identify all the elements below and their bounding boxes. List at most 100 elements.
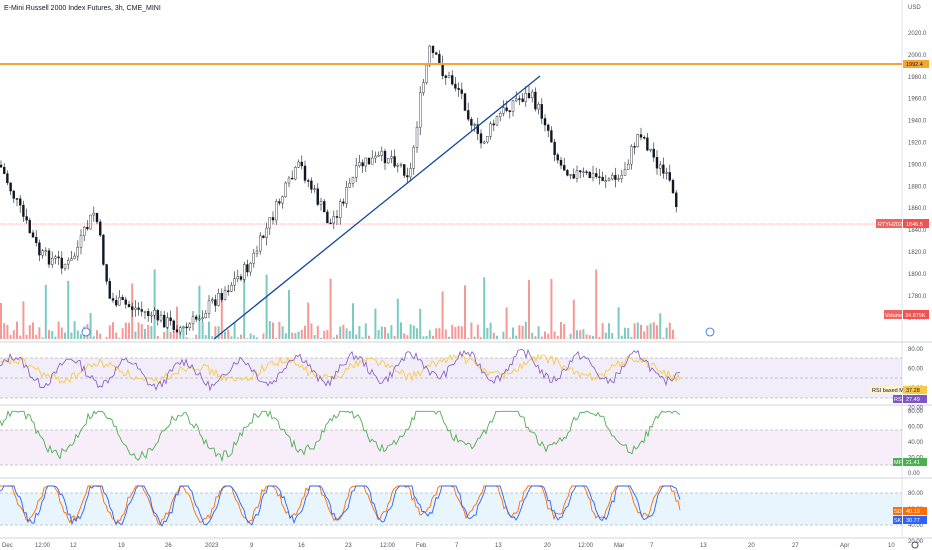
time-axis-label: 13 [700,543,707,549]
volume-bar [134,331,137,339]
volume-bar [435,328,438,339]
event-marker-icon[interactable] [81,327,91,337]
candle-body [92,212,96,216]
candle-body [236,276,240,279]
volume-bar [492,332,495,339]
candle-body [566,170,569,176]
stoch-k-line [0,485,681,527]
candle-body [259,235,262,252]
volume-bar [438,328,441,339]
candle-body [246,264,249,273]
candle-body [169,317,172,322]
candle-body [150,314,153,317]
candle-body [3,166,6,174]
volume-bar [0,303,2,339]
mfi-axis[interactable]: 80.00 60.00 40.00 20.00 0.00 [908,409,924,477]
candle-body [0,164,3,168]
candle-body [623,169,627,176]
candle-body [310,180,313,190]
candle-body [409,168,412,178]
candle-body [105,264,108,282]
candle-body [534,91,537,110]
axis-tick-label: 80.00 [908,409,924,415]
candle-body [307,180,310,182]
volume-bar [208,321,210,339]
volume-bar [528,280,530,339]
volume-bar [579,330,582,339]
volume-bar [537,326,540,339]
candle-body [108,281,112,299]
candle-body [390,156,393,159]
volume-bar [448,336,450,339]
candle-body [572,174,575,179]
candle-body [489,123,492,137]
volume-bar [310,323,313,339]
axis-tick-label: 60.00 [908,367,924,373]
gear-icon[interactable] [911,541,919,549]
candle-body [575,170,579,179]
candle-body [595,173,598,177]
time-axis-label: 12:00 [380,543,396,549]
candle-body [543,118,547,126]
mfi-name-label: MF [894,460,903,466]
trend-line[interactable] [213,75,541,340]
volume-bar [467,337,470,339]
rsi-name-label: RSI [894,397,904,403]
volume-bar [73,321,76,339]
volume-bar [304,325,306,339]
volume-bar [291,332,294,339]
candle-body [214,299,217,306]
volume-bar [480,337,482,339]
event-marker-icon[interactable] [705,327,715,337]
candle-body [156,310,160,321]
axis-tick-label: 2020.0 [908,31,927,37]
volume-bar [336,334,338,339]
candle-body [412,147,415,169]
volume-bar [182,325,185,339]
candle-body [431,45,435,53]
volume-bar [169,331,172,339]
time-axis-label: 20 [544,543,551,549]
volume-bars [0,269,678,339]
price-axis[interactable]: 2020.0 2000.0 1980.0 1960.0 1940.0 1920.0 1900… [908,31,927,322]
time-axis-label: 7 [455,543,459,549]
volume-bar [553,331,556,339]
volume-bar [220,298,223,339]
stoch-d-value-tag [903,507,927,515]
volume-bar [121,328,124,339]
candle-body [531,91,534,99]
candle-body [547,124,550,131]
volume-bar [38,327,41,339]
candle-body [134,307,137,310]
candle-body [553,141,556,155]
axis-tick-label: 1960.0 [908,97,927,103]
rsi-value-label: 27.49 [906,397,920,403]
candle-body [527,93,531,99]
candle-body [79,235,83,248]
volume-bar [284,333,287,339]
candle-body [467,110,470,120]
candle-body [204,313,208,319]
volume-bar [387,333,390,339]
time-axis[interactable]: Dec 12:00 12 19 26 2023 9 16 23 12:00 Feb 7 13 20 12:0… [2,543,895,549]
candle-body [447,75,451,78]
volume-bar [473,336,476,339]
candle-body [230,284,233,292]
candle-body [284,182,287,197]
time-axis-label: Apr [840,543,849,549]
volume-bar [380,326,383,339]
volume-bar [76,330,79,339]
volume-bar [118,337,121,339]
volume-bar [268,321,271,339]
candle-body [649,148,652,151]
candle-body [515,98,518,102]
candle-body [556,154,559,161]
candle-body [51,258,54,265]
candle-body [86,226,89,230]
volume-bar [41,337,44,339]
candle-body [102,234,105,265]
volume-bar [425,336,428,339]
volume-bar [281,326,284,339]
volume-bar [275,337,278,339]
